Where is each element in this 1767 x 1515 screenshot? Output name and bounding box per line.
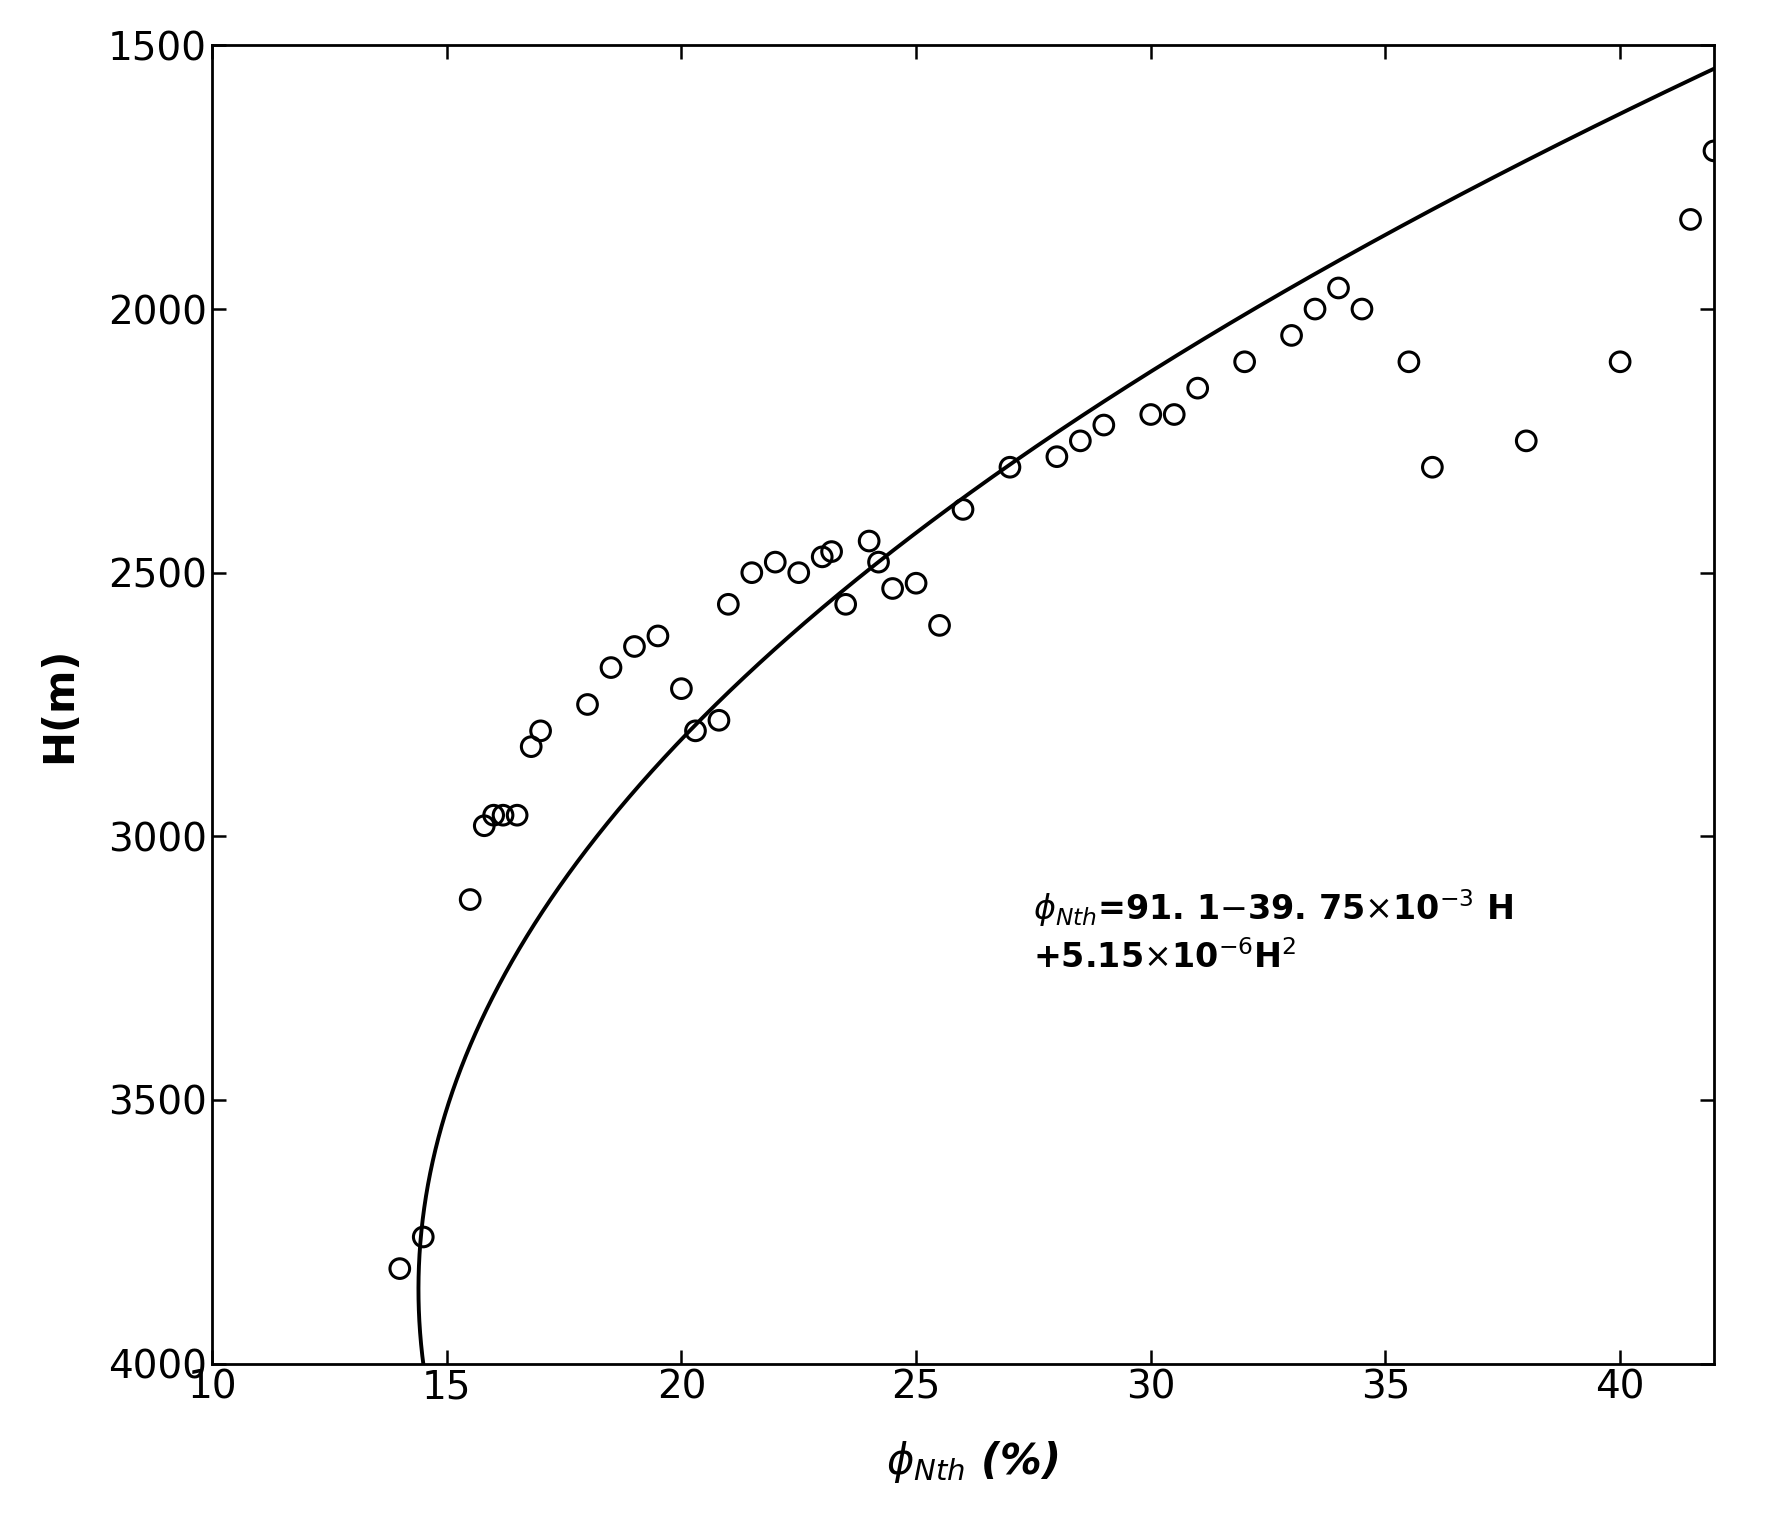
Point bbox=[997, 454, 1025, 479]
Point bbox=[808, 545, 836, 570]
Point bbox=[1513, 429, 1541, 453]
Point bbox=[1161, 403, 1189, 427]
Point bbox=[1677, 208, 1705, 232]
Point bbox=[620, 635, 648, 659]
Point bbox=[518, 735, 546, 759]
Point bbox=[1419, 454, 1447, 479]
Point bbox=[878, 576, 906, 600]
Point bbox=[489, 803, 518, 827]
Point bbox=[705, 708, 733, 732]
Point bbox=[949, 497, 977, 521]
Point bbox=[643, 624, 671, 648]
Point bbox=[410, 1224, 438, 1248]
Point bbox=[1606, 350, 1634, 374]
Point bbox=[714, 592, 742, 617]
Point bbox=[1278, 323, 1306, 347]
Point bbox=[1066, 429, 1094, 453]
Point bbox=[818, 539, 846, 564]
Point bbox=[479, 803, 507, 827]
Point bbox=[1090, 414, 1119, 438]
Text: $\phi_{Nth}$ (%): $\phi_{Nth}$ (%) bbox=[885, 1439, 1058, 1485]
Point bbox=[504, 803, 532, 827]
Point bbox=[597, 656, 626, 680]
Point bbox=[573, 692, 601, 717]
Point bbox=[1348, 297, 1376, 321]
Point bbox=[1700, 139, 1728, 164]
Point bbox=[1043, 444, 1071, 468]
Point bbox=[527, 718, 555, 742]
Point bbox=[1301, 297, 1329, 321]
Point bbox=[762, 550, 790, 574]
Point bbox=[1136, 403, 1164, 427]
Point bbox=[1325, 276, 1354, 300]
Point bbox=[832, 592, 861, 617]
Point bbox=[456, 888, 484, 912]
Point bbox=[785, 561, 813, 585]
Point bbox=[682, 718, 710, 742]
Y-axis label: H(m): H(m) bbox=[39, 647, 81, 762]
Point bbox=[470, 814, 498, 838]
Point bbox=[1394, 350, 1422, 374]
Point bbox=[901, 571, 929, 595]
Point bbox=[864, 550, 892, 574]
Point bbox=[737, 561, 765, 585]
Text: $\phi_{Nth}$=91. 1$-$39. 75$\times$10$^{-3}$ H
+5.15$\times$10$^{-6}$H$^2$: $\phi_{Nth}$=91. 1$-$39. 75$\times$10$^{… bbox=[1034, 888, 1514, 976]
Point bbox=[1230, 350, 1258, 374]
Point bbox=[385, 1256, 413, 1280]
Point bbox=[668, 677, 696, 701]
Point bbox=[926, 614, 954, 638]
Point bbox=[1184, 376, 1212, 400]
Point bbox=[855, 529, 884, 553]
